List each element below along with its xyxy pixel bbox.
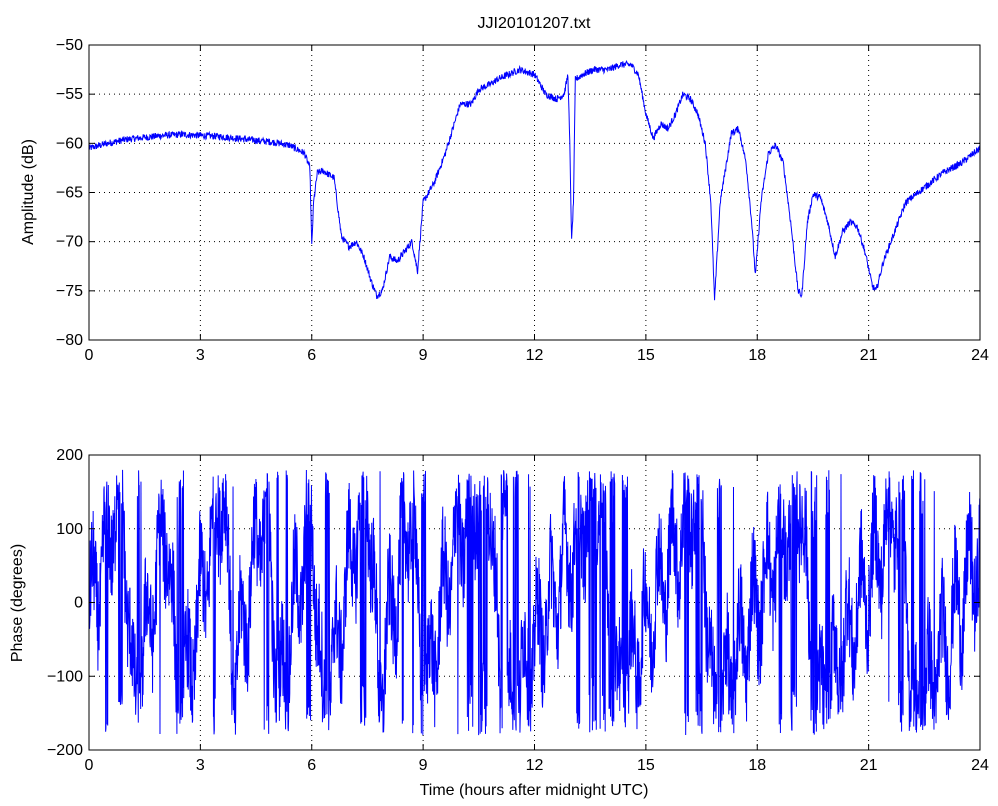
- phase-x-tick-label: 15: [637, 757, 655, 774]
- phase-axes: 0 3 6 9 12 15 18 21 24 −200 −100 0 100 200: [47, 447, 989, 774]
- phase-y-tick-label: −200: [47, 742, 83, 759]
- amplitude-x-tick-label: 6: [307, 347, 316, 364]
- phase-panel: 0 3 6 9 12 15 18 21 24 −200 −100 0 100 200 Phase (deg…: [9, 447, 989, 799]
- phase-y-tick-label: −100: [47, 668, 83, 685]
- phase-x-tick-label: 6: [307, 757, 316, 774]
- amplitude-y-tick-label: −75: [56, 283, 83, 300]
- amplitude-x-tick-label: 9: [419, 347, 428, 364]
- phase-x-tick-label: 0: [85, 757, 94, 774]
- amplitude-axes: 0 3 6 9 12 15 18 21 24 −80 −75 −70 −65 −60 −55 −50: [56, 37, 989, 364]
- amplitude-y-tick-label: −50: [56, 37, 83, 54]
- amplitude-x-tick-label: 21: [860, 347, 878, 364]
- amplitude-x-tick-label: 15: [637, 347, 655, 364]
- phase-series-line: [88, 469, 981, 736]
- phase-x-tick-label: 3: [196, 757, 205, 774]
- phase-x-tick-label: 9: [419, 757, 428, 774]
- phase-y-tick-label: 0: [74, 595, 83, 612]
- amplitude-x-tick-label: 18: [748, 347, 766, 364]
- amplitude-panel: JJI20101207.txt 0 3 6 9 12 15 18 21 24 −80 −75 −70 −…: [20, 15, 989, 364]
- amplitude-x-tick-label: 0: [85, 347, 94, 364]
- amplitude-y-tick-label: −65: [56, 185, 83, 202]
- amplitude-y-tick-label: −70: [56, 234, 83, 251]
- phase-y-tick-label: 100: [56, 521, 83, 538]
- phase-y-axis-label: Phase (degrees): [9, 544, 26, 662]
- amplitude-x-tick-label: 24: [971, 347, 989, 364]
- amplitude-grid: [89, 45, 980, 340]
- phase-x-tick-label: 24: [971, 757, 989, 774]
- amplitude-x-tick-label: 3: [196, 347, 205, 364]
- amplitude-y-tick-label: −60: [56, 135, 83, 152]
- chart-title: JJI20101207.txt: [478, 15, 592, 32]
- phase-series: [88, 469, 981, 736]
- phase-x-tick-label: 12: [526, 757, 544, 774]
- amplitude-series: [88, 60, 981, 301]
- phase-x-axis-label: Time (hours after midnight UTC): [420, 782, 649, 799]
- amplitude-y-axis-label: Amplitude (dB): [20, 139, 37, 245]
- phase-x-tick-label: 18: [748, 757, 766, 774]
- phase-x-tick-label: 21: [860, 757, 878, 774]
- phase-y-tick-label: 200: [56, 447, 83, 464]
- amplitude-x-tick-label: 12: [526, 347, 544, 364]
- amplitude-y-tick-label: −55: [56, 86, 83, 103]
- amplitude-series-line: [88, 60, 981, 301]
- amplitude-y-tick-label: −80: [56, 332, 83, 349]
